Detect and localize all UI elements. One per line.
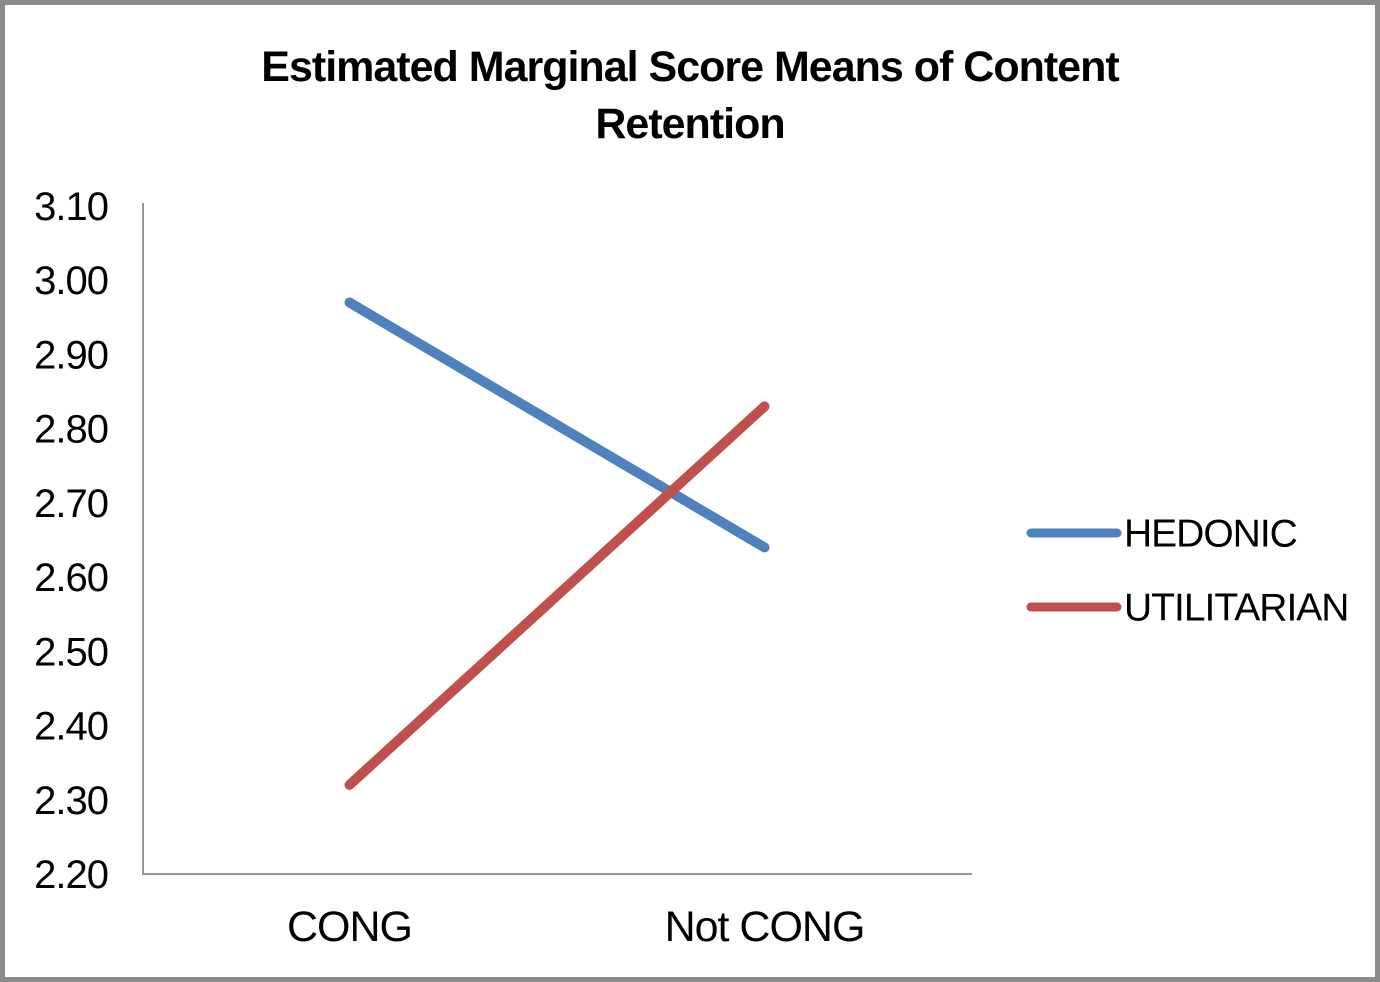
y-tick-label: 2.30 xyxy=(34,779,108,823)
y-tick-label: 2.50 xyxy=(34,630,108,674)
legend-label-utilitarian: UTILITARIAN xyxy=(1124,587,1348,630)
y-tick-label: 3.00 xyxy=(34,259,108,303)
line-chart-canvas: 2.20 2.30 2.40 2.50 2.60 2.70 2.80 2.90 3.00 3.10… xyxy=(34,185,1349,951)
y-tick-label: 2.60 xyxy=(34,556,108,600)
legend-label-hedonic: HEDONIC xyxy=(1124,513,1297,556)
chart-title: Estimated Marginal Score Means of Conten… xyxy=(261,43,1119,148)
x-category-label: Not CONG xyxy=(665,903,865,951)
x-category-label: CONG xyxy=(287,903,412,951)
y-tick-label: 2.20 xyxy=(34,853,108,897)
y-tick-label: 2.40 xyxy=(34,705,108,749)
y-tick-label: 2.80 xyxy=(34,408,108,452)
y-tick-label: 3.10 xyxy=(34,185,108,229)
series-line-utilitarian xyxy=(344,401,770,790)
series-line-hedonic xyxy=(344,297,770,553)
y-tick-label: 2.90 xyxy=(34,333,108,377)
y-tick-label: 2.70 xyxy=(34,482,108,526)
